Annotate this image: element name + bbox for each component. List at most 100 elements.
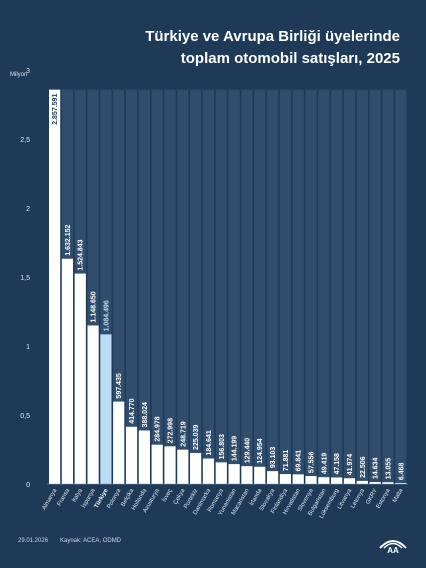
bar-almanya [49,89,61,485]
bar-avusturya [151,444,163,484]
data-label: 144.199 [232,436,239,461]
chart-title-line-2: toplam otomobil satışları, 2025 [180,50,400,67]
column-background [138,89,150,485]
y-tick-label: 2,5 [20,137,30,144]
column-background [190,89,202,485]
bar-i-rlanda [254,466,266,484]
data-label: 225.039 [193,425,200,450]
bar-danimarka [202,458,215,484]
data-label: 414.770 [129,398,136,423]
column-background [318,89,330,485]
bar-slovenya [305,476,317,484]
chart-title-line-1: Türkiye ve Avrupa Birliği üyelerinde [145,28,400,45]
y-tick-label: 2 [26,206,30,213]
y-axis-label: Milyon [10,72,27,78]
y-tick-label: 3 [26,68,30,75]
column-background [87,89,99,485]
bar-malta [395,483,407,484]
data-label: 71.881 [283,450,290,472]
data-label: 156.803 [219,434,226,459]
data-label: 47.158 [334,453,341,475]
data-label: 57.556 [309,452,316,474]
bar-macaristan [241,466,253,484]
data-label: 284.978 [155,416,162,441]
data-label: 129.440 [244,438,251,463]
column-background [331,89,343,485]
chart-title: Türkiye ve Avrupa Birliği üyelerinde top… [100,26,400,70]
category-label: İtalya [71,487,85,503]
bar-i-sve- [164,446,176,484]
data-label: 1.084.496 [103,300,110,331]
bar-bulgaristan [318,477,330,484]
footer-date: 29.01.2026 [18,538,49,544]
bar-slovakya [266,471,279,484]
data-label: 22.506 [360,456,367,478]
bar-romanya [215,462,227,484]
bar-estonya [382,482,394,484]
column-background [356,89,368,485]
bar-finlandiya [279,474,292,484]
bar-i-spanya [87,325,99,484]
data-label: 2.857.591 [52,94,59,125]
data-label: 49.419 [321,453,328,475]
data-label: 13.055 [385,458,392,480]
column-background [254,89,266,485]
column-background [228,89,240,485]
data-label: 248.719 [180,421,187,446]
column-background [202,89,215,485]
footer-source: Kaynak: ACEA, ODMD [60,538,122,544]
column-background [215,89,227,485]
data-label: 6.468 [398,462,405,480]
column-background [305,89,317,485]
column-background [292,89,304,485]
category-label: İsveç [161,488,174,504]
bar-litvanya [343,478,356,484]
bar-polonya [113,401,125,484]
bar--ekya [177,449,189,484]
data-label: 1.632.152 [65,225,72,256]
svg-text:AA: AA [387,546,399,554]
y-tick-label: 0 [26,482,30,489]
data-label: 184.641 [206,430,213,455]
column-background [177,89,189,485]
bar-bel-ika [125,426,138,484]
bar-l-ksemburg [331,477,343,484]
bar-letonya [356,480,368,484]
column-background [151,89,163,485]
data-label: 388.024 [142,402,149,427]
data-label: 41.974 [347,454,354,476]
bar-gkry [369,481,381,484]
data-label: 1.148.650 [91,291,98,322]
category-label: Almanya [41,487,58,511]
data-label: 272.998 [168,418,175,443]
category-label: Fransa [57,487,72,507]
column-background [125,89,138,485]
column-background [395,89,407,485]
bar-fransa [61,258,74,484]
data-label: 597.435 [116,373,123,398]
y-tick-label: 1 [26,344,30,351]
column-background [100,89,112,485]
column-background [279,89,292,485]
data-label: 69.841 [296,450,303,472]
y-tick-label: 0,5 [20,413,30,420]
category-label: Malta [392,487,405,503]
data-label: 93.103 [270,447,277,469]
column-background [369,89,381,485]
bar-t-rkiye [100,334,112,484]
aa-logo-icon: AA [379,540,407,554]
column-background [382,89,394,485]
column-background [113,89,125,485]
y-tick-label: 1,5 [20,275,30,282]
bar-hollanda [138,430,150,484]
column-background [266,89,279,485]
bar-h-rvatistan [292,474,304,484]
data-label: 124.954 [257,438,264,463]
bar-i-talya [74,273,86,484]
column-background [343,89,356,485]
data-label: 1.524.843 [78,239,85,270]
bar-yunanistan [228,464,240,484]
column-background [241,89,253,485]
column-background [164,89,176,485]
